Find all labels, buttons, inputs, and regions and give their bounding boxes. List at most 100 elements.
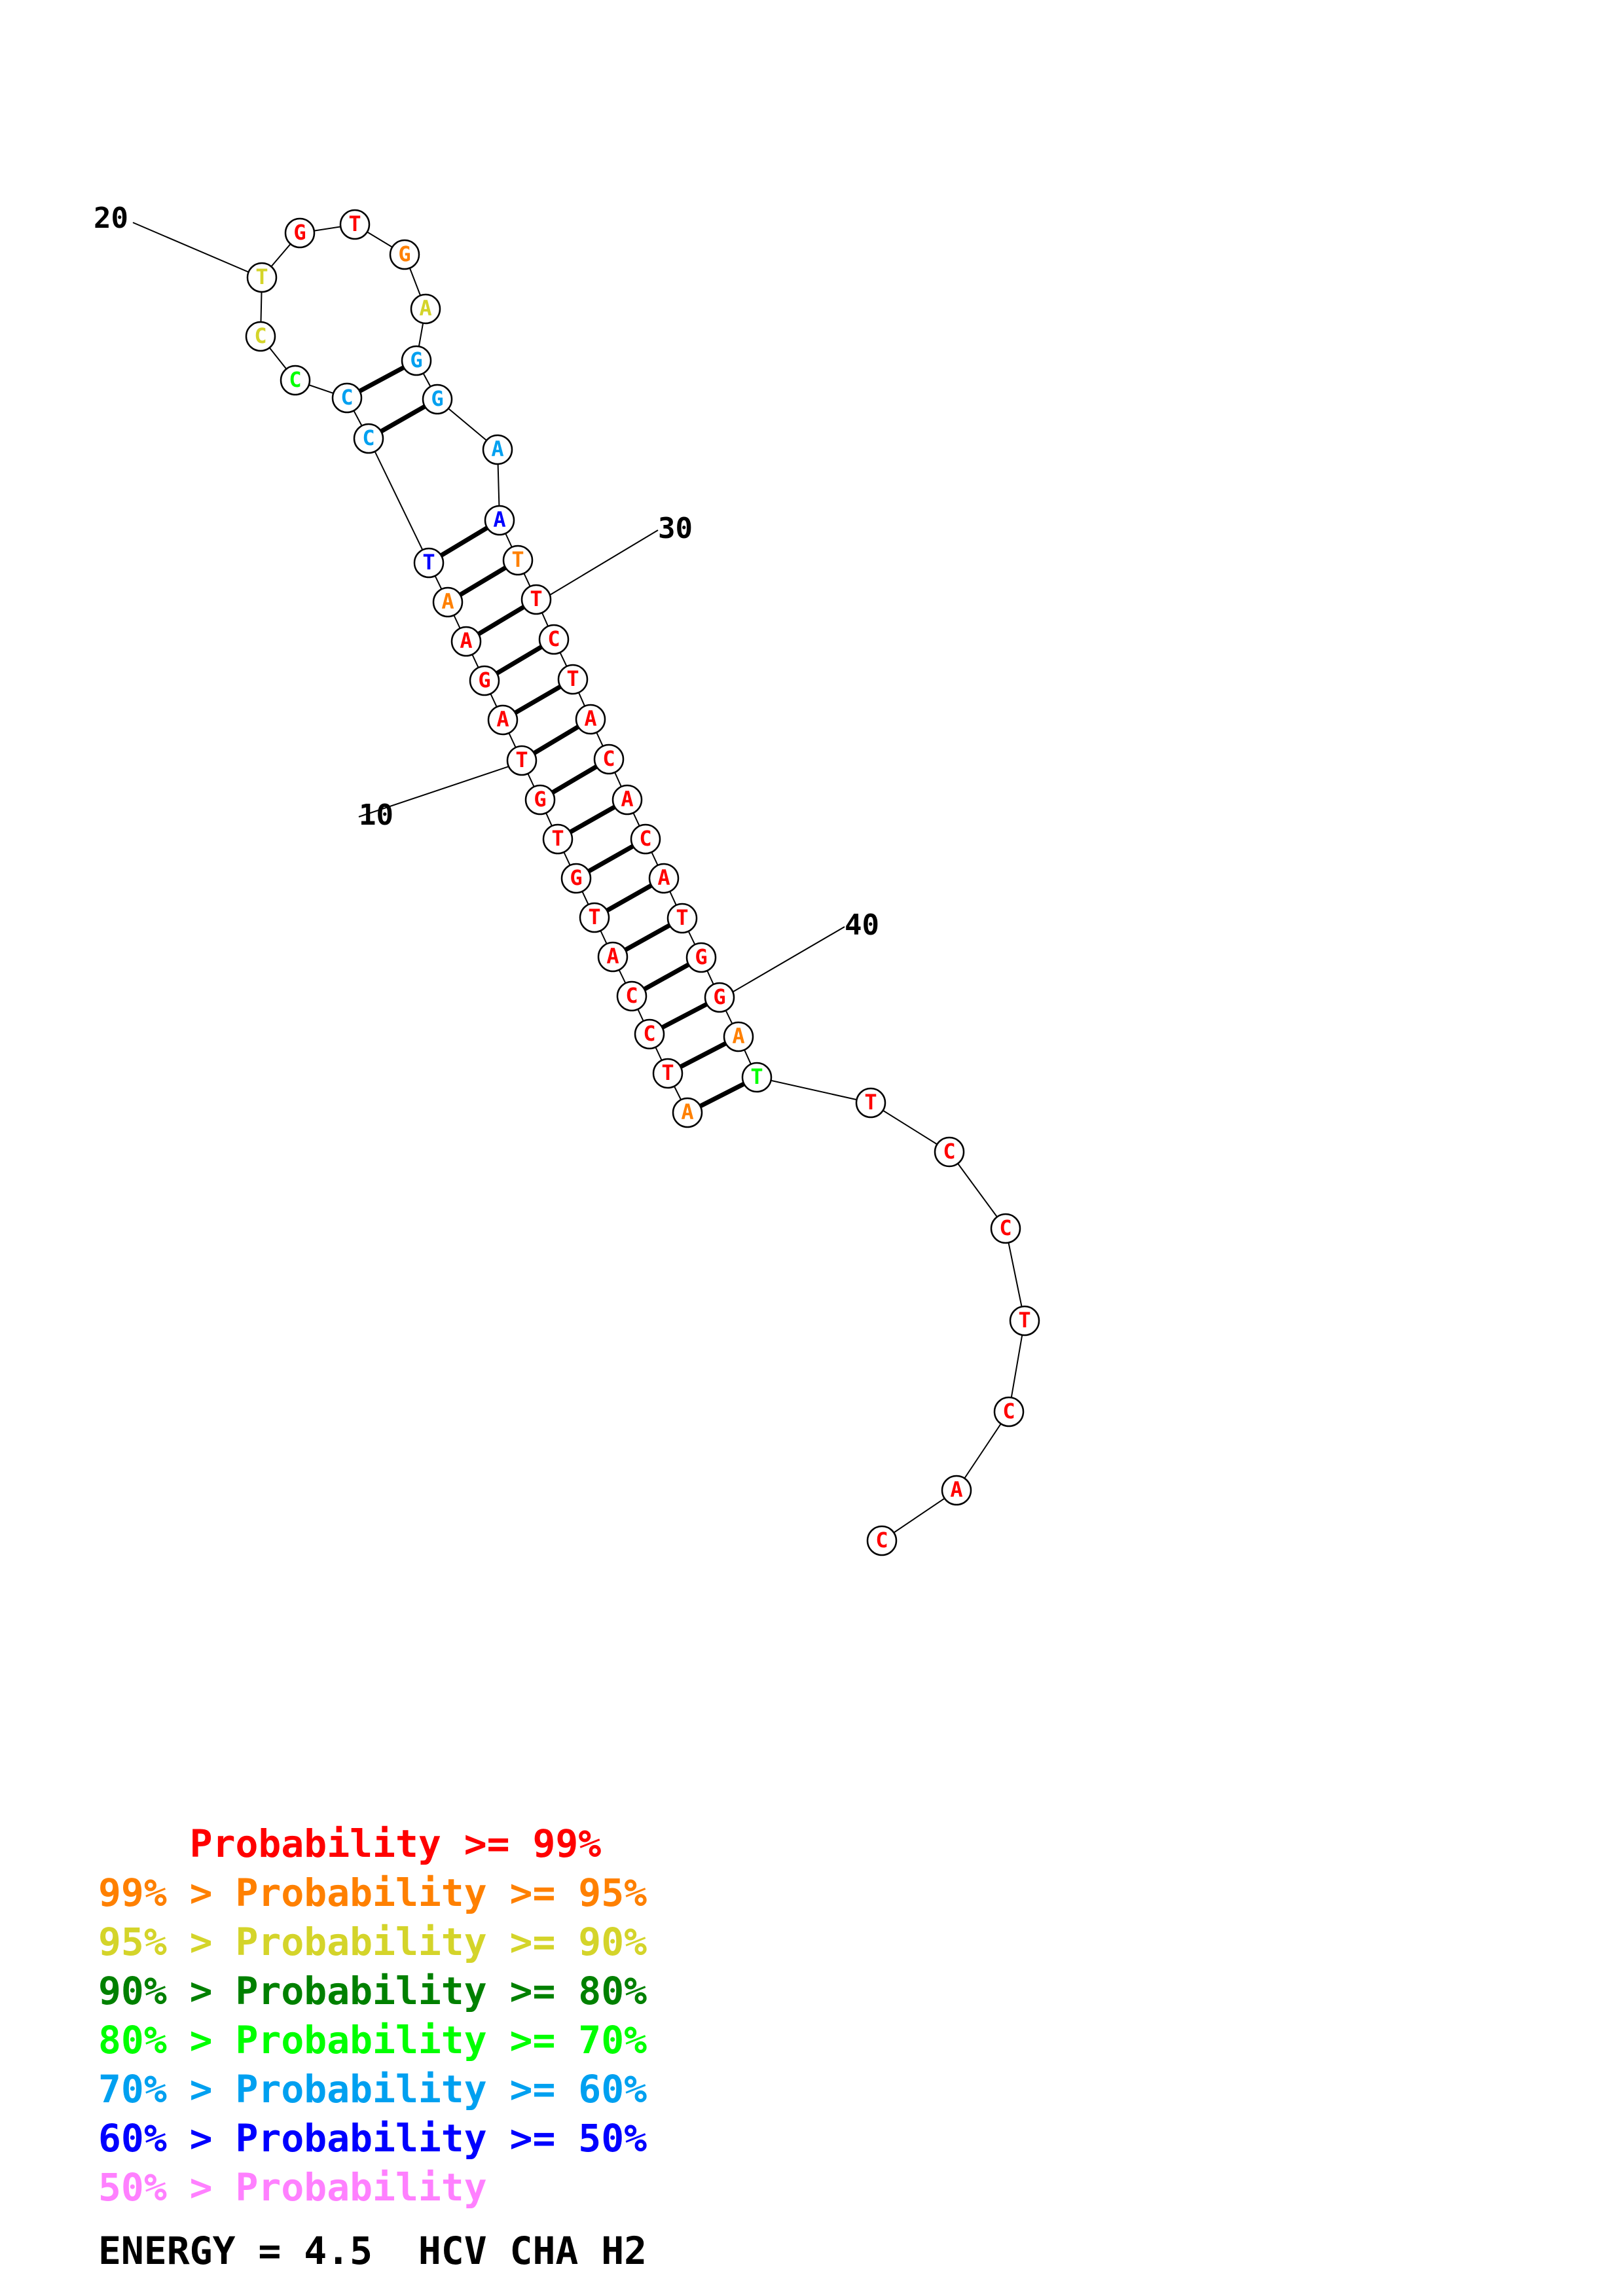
- position-label-leader: [546, 529, 659, 598]
- nucleotide-10: T: [506, 745, 538, 776]
- nucleotide-circle: [855, 1087, 886, 1119]
- nucleotide-17: C: [331, 382, 363, 414]
- nucleotide-37: A: [648, 863, 680, 894]
- nucleotide-41: A: [723, 1021, 754, 1052]
- nucleotide-base-letter: A: [491, 437, 503, 461]
- nucleotide-base-letter: C: [639, 826, 651, 851]
- nucleotide-3: C: [634, 1018, 665, 1050]
- backbone-link: [368, 438, 429, 564]
- base-pair-bond: [477, 605, 525, 636]
- nucleotide-26: G: [422, 384, 453, 415]
- base-pair-bond: [699, 1081, 745, 1109]
- nucleotide-11: A: [487, 704, 519, 736]
- base-pair-bond: [459, 565, 507, 597]
- nucleotide-circle: [284, 217, 316, 249]
- base-pair-bond: [624, 923, 671, 952]
- nucleotide-base-letter: C: [643, 1021, 655, 1046]
- nucleotide-base-letter: T: [515, 747, 528, 772]
- position-label-leader: [132, 222, 253, 274]
- nucleotide-25: G: [401, 345, 432, 376]
- base-pair-bond: [606, 883, 653, 913]
- nucleotide-28: A: [484, 505, 515, 536]
- nucleotide-27: A: [482, 434, 513, 465]
- nucleotide-circle: [611, 784, 643, 816]
- nucleotide-circle: [941, 1475, 972, 1506]
- backbone-layer: [260, 224, 1025, 1541]
- nucleotide-circle: [597, 941, 629, 973]
- probability-legend: Probability >= 99% 99% > Probability >= 9…: [98, 1820, 647, 2212]
- nucleotide-circle: [630, 823, 661, 855]
- nucleotide-8: T: [542, 823, 574, 855]
- base-pair-bond: [496, 645, 543, 675]
- base-pair-bond: [380, 404, 426, 434]
- nucleotide-base-letter: T: [1018, 1308, 1030, 1333]
- nucleotide-base-letter: A: [584, 706, 596, 731]
- nucleotide-circle: [484, 505, 515, 536]
- nucleotide-circle: [401, 345, 432, 376]
- nucleotide-circle: [542, 823, 574, 855]
- nucleotide-46: T: [1009, 1305, 1040, 1336]
- nucleotide-6: T: [579, 902, 610, 933]
- nucleotide-base-letter: G: [570, 865, 582, 890]
- nucleotide-base-letter: T: [864, 1090, 877, 1115]
- nucleotide-base-letter: T: [255, 264, 268, 289]
- nucleotide-circle: [634, 1018, 665, 1050]
- nucleotide-base-letter: C: [362, 425, 374, 450]
- nucleotide-circle: [704, 982, 735, 1013]
- nucleotide-19: C: [245, 321, 276, 352]
- base-pair-bond: [551, 764, 598, 795]
- nucleotide-circle: [389, 239, 420, 270]
- nucleotide-base-letter: C: [875, 1528, 888, 1552]
- legend-row: 80% > Probability >= 70%: [98, 2018, 647, 2062]
- nucleotide-15: T: [413, 547, 445, 579]
- backbone-link: [949, 1151, 1006, 1229]
- nucleotide-base-letter: C: [943, 1139, 955, 1164]
- nucleotide-circle: [280, 365, 311, 396]
- nucleotide-20: T: [246, 262, 278, 293]
- nucleotide-circle: [560, 863, 592, 894]
- nucleotide-base-letter: G: [534, 787, 546, 812]
- backbone-link: [956, 1411, 1010, 1491]
- nucleotide-circle: [482, 434, 513, 465]
- nucleotide-base-letter: A: [621, 787, 633, 812]
- backbone-link: [1008, 1320, 1025, 1412]
- nucleotide-31: C: [538, 624, 570, 655]
- position-label-layer: 10 20 30 40: [94, 202, 879, 994]
- nucleotide-12: G: [469, 665, 500, 696]
- nucleotide-base-letter: A: [460, 628, 472, 653]
- nucleotide-43: T: [855, 1087, 886, 1119]
- nucleotide-18: C: [280, 365, 311, 396]
- nucleotide-38: T: [666, 903, 698, 934]
- nucleotide-4: C: [616, 980, 647, 1012]
- nucleotide-16: C: [353, 423, 384, 454]
- nucleotide-circle: [685, 942, 717, 973]
- nucleotide-circle: [579, 902, 610, 933]
- legend-row: 99% > Probability >= 95%: [98, 1871, 647, 1915]
- nucleotide-45: C: [990, 1213, 1021, 1244]
- nucleotide-circle: [413, 547, 445, 579]
- nucleotide-base-letter: A: [950, 1477, 962, 1502]
- nucleotide-22: T: [339, 209, 371, 240]
- nucleotide-9: G: [524, 784, 556, 816]
- nucleotide-circle: [990, 1213, 1021, 1244]
- legend-row: 95% > Probability >= 90%: [98, 1920, 647, 1964]
- legend-row: Probability >= 99%: [98, 1821, 602, 1866]
- nucleotide-circle: [432, 586, 464, 618]
- nucleotide-base-letter: G: [293, 220, 306, 245]
- nucleotide-34: C: [593, 744, 625, 775]
- nucleotide-1: A: [672, 1097, 703, 1128]
- base-pair-bond: [587, 844, 634, 874]
- nucleotide-14: A: [432, 586, 464, 618]
- nucleotide-24: A: [410, 293, 441, 325]
- position-label-leader: [729, 926, 845, 994]
- base-pair-bond: [358, 365, 405, 393]
- nucleotide-36: C: [630, 823, 661, 855]
- position-label-40: 40: [845, 908, 879, 942]
- nucleotide-base-letter: C: [340, 385, 353, 410]
- position-label-10: 10: [359, 798, 393, 832]
- nucleotide-base-letter: C: [999, 1215, 1012, 1240]
- base-pair-bond: [533, 725, 579, 755]
- nucleotide-circle: [575, 704, 606, 735]
- nucleotide-base-letter: A: [606, 944, 619, 969]
- nucleotide-base-letter: A: [441, 589, 454, 614]
